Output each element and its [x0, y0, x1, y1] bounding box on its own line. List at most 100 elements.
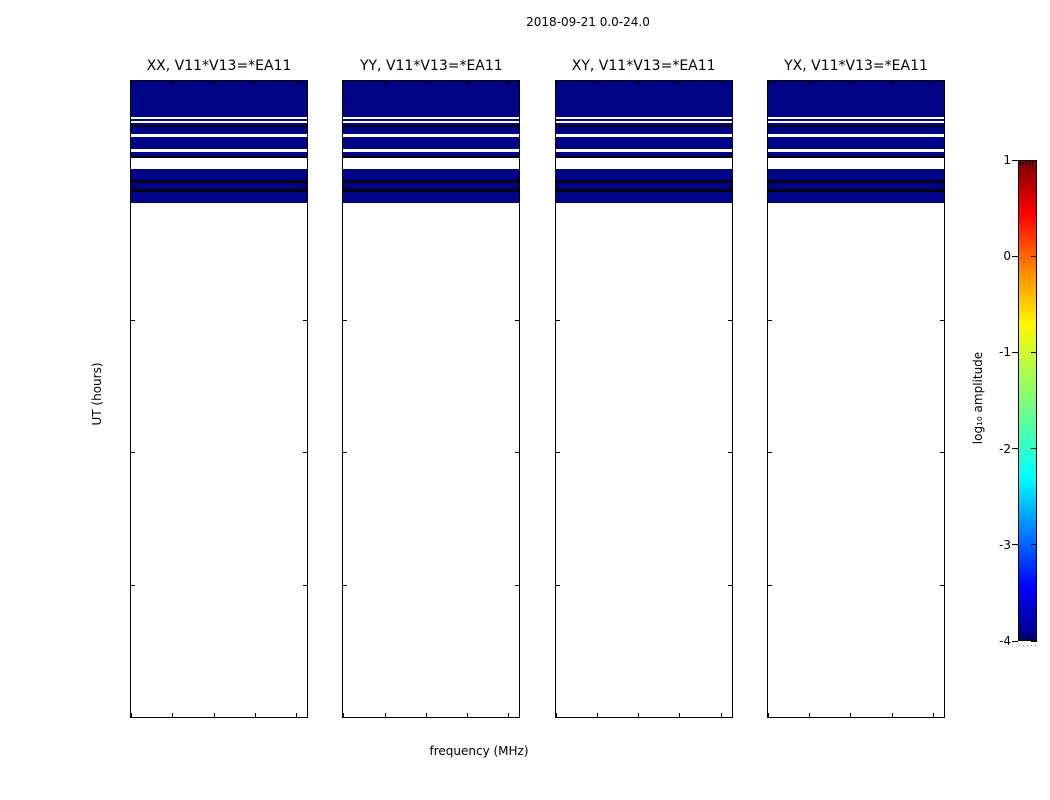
data-stripe	[767, 122, 944, 126]
x-tick-mark	[172, 81, 174, 85]
colorbar-tick-mark	[1031, 255, 1037, 257]
x-tick-mark	[254, 81, 256, 85]
data-stripe-low	[131, 179, 307, 184]
x-tick-mark	[343, 713, 345, 717]
x-tick-mark	[213, 713, 215, 717]
x-tick-mark	[850, 713, 852, 717]
x-tick-mark	[891, 713, 893, 717]
subplot-panel: YY, V11*V13=*EA11 3203353503653800510152…	[342, 58, 521, 718]
y-tick-mark	[555, 319, 560, 321]
y-tick-mark	[515, 452, 520, 453]
data-stripe	[343, 118, 520, 122]
data-stripe	[343, 182, 520, 189]
data-stripe-low	[131, 155, 307, 159]
y-tick-mark	[515, 319, 520, 321]
data-stripe	[767, 182, 944, 189]
data-stripe	[555, 127, 732, 135]
y-tick-mark	[515, 717, 519, 718]
y-tick-mark	[343, 319, 348, 321]
x-tick-mark	[131, 713, 132, 717]
data-stripe	[767, 127, 944, 135]
x-axis-label: frequency (MHz)	[429, 744, 529, 758]
x-tick-mark	[932, 81, 934, 85]
colorbar-tick-mark	[1012, 544, 1018, 546]
x-tick-mark	[467, 713, 469, 717]
y-tick-mark	[131, 187, 135, 188]
data-stripe	[131, 182, 307, 189]
y-tick-mark	[555, 584, 560, 586]
x-tick-mark	[172, 713, 174, 717]
x-tick-mark	[891, 81, 893, 85]
y-tick-mark	[343, 584, 348, 586]
y-tick-mark	[515, 187, 520, 188]
plot-area: 32033535036538005101520	[130, 80, 308, 718]
x-tick-mark	[720, 81, 722, 85]
x-tick-mark	[596, 81, 598, 85]
x-tick-mark	[596, 713, 598, 717]
data-stripe	[767, 168, 944, 180]
x-tick-mark	[555, 713, 557, 717]
plot-area: 32033535036538005101520	[554, 80, 733, 718]
y-tick-mark	[767, 584, 772, 586]
colorbar-top-comb-marks	[1020, 162, 1035, 166]
colorbar-gradient	[1018, 160, 1037, 641]
x-tick-mark	[384, 81, 386, 85]
y-tick-mark	[767, 187, 772, 188]
data-stripe	[555, 136, 732, 150]
data-stripe	[131, 151, 307, 157]
data-stripe-low	[343, 124, 520, 128]
figure-title: 2018-09-21 0.0-24.0	[526, 15, 650, 29]
data-stripe	[131, 191, 307, 204]
data-stripe-low	[343, 188, 520, 193]
data-stripe	[555, 151, 732, 157]
y-tick-mark	[303, 319, 307, 321]
data-stripe	[555, 191, 732, 204]
data-stripe	[343, 136, 520, 150]
y-tick-mark	[728, 717, 732, 718]
colorbar-tick-mark	[1031, 544, 1037, 546]
colorbar-label: log₁₀ amplitude	[971, 351, 985, 445]
y-tick-mark	[555, 187, 560, 188]
data-stripe-low	[131, 124, 307, 128]
y-tick-mark	[939, 187, 944, 188]
x-tick-mark	[384, 713, 386, 717]
data-stripe-low	[767, 124, 944, 128]
x-tick-mark	[296, 81, 297, 85]
colorbar-tick-mark	[1012, 448, 1018, 450]
plot-area: 32033535036538005101520	[766, 80, 945, 718]
x-tick-mark	[638, 713, 640, 717]
x-tick-mark	[767, 713, 769, 717]
data-stripe-low	[767, 155, 944, 159]
x-tick-mark	[638, 81, 640, 85]
data-stripe	[131, 136, 307, 150]
subplot-panel: YX, V11*V13=*EA11 3203353503653800510152…	[766, 58, 945, 718]
data-stripe	[343, 122, 520, 126]
y-tick-mark	[727, 452, 732, 453]
x-tick-mark	[508, 713, 510, 717]
data-stripe	[343, 127, 520, 135]
x-tick-mark	[555, 81, 557, 85]
subplot-title: YY, V11*V13=*EA11	[359, 58, 503, 74]
x-tick-mark	[425, 713, 427, 717]
y-tick-mark	[343, 187, 348, 188]
data-stripe-low	[343, 155, 520, 159]
y-tick-mark	[131, 319, 135, 321]
data-stripe	[131, 118, 307, 122]
x-tick-mark	[809, 713, 811, 717]
data-stripe-low	[555, 188, 732, 193]
x-tick-mark	[767, 81, 769, 85]
y-tick-mark	[767, 452, 772, 453]
data-stripe	[555, 81, 732, 118]
y-tick-mark	[940, 717, 944, 718]
colorbar-tick-mark	[1031, 159, 1037, 161]
data-stripe	[343, 151, 520, 157]
y-tick-mark	[727, 319, 732, 321]
data-stripe	[767, 81, 944, 118]
colorbar-tick-label: -3	[999, 537, 1011, 552]
data-stripe	[343, 81, 520, 118]
y-tick-mark	[131, 717, 135, 718]
colorbar-tick-mark	[1012, 159, 1018, 161]
x-tick-mark	[850, 81, 852, 85]
x-tick-mark	[213, 81, 215, 85]
x-tick-mark	[508, 81, 510, 85]
